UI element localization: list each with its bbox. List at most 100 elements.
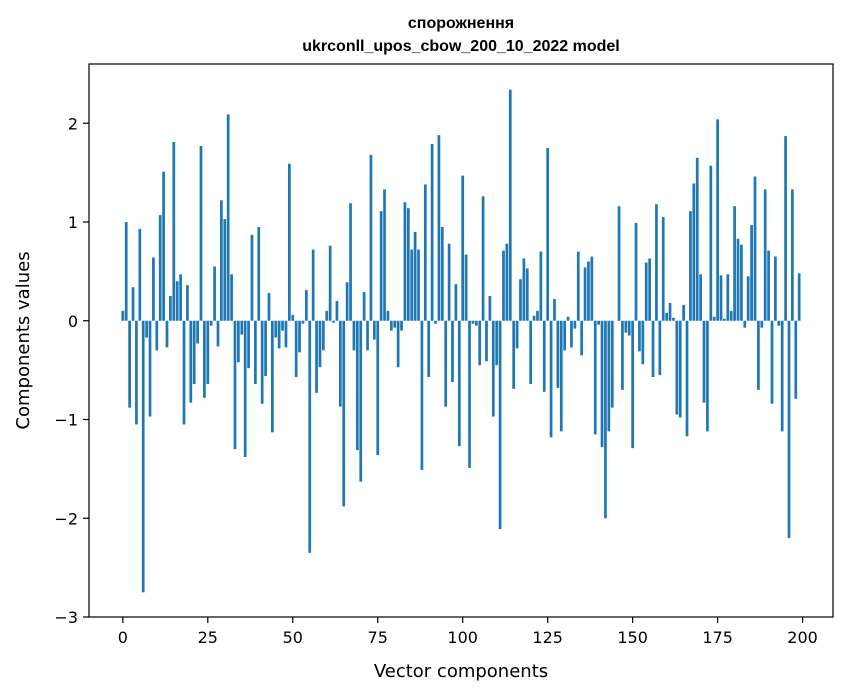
bar [787,320,791,538]
bar [298,320,301,353]
plot-frame [88,63,834,618]
bar [417,249,420,321]
bar [366,320,369,351]
bar [478,320,482,366]
x-axis-label: Vector components [374,661,548,682]
bar [631,320,634,449]
bar [271,320,274,433]
bar [508,89,512,321]
y-tick-label: −2 [54,509,78,528]
bar [505,243,509,321]
bar [379,211,383,321]
bar [124,222,128,321]
bar [345,282,349,321]
bar [593,320,597,435]
y-tick-label: 1 [68,213,78,232]
bar [559,320,563,432]
bar [158,215,162,321]
bar [325,310,329,321]
bar [763,189,767,321]
bar [600,320,604,448]
bar [753,176,757,321]
bar [430,143,434,321]
bar [774,256,777,321]
bar [141,320,145,593]
bar [461,175,465,321]
bar [233,320,237,450]
y-tick-label: 0 [68,312,78,331]
bar [746,276,750,321]
bar [400,320,403,331]
bar [672,317,675,321]
bar [372,320,376,340]
bar [213,266,216,321]
bar [318,320,322,368]
bar [413,231,417,321]
bar [376,320,380,456]
bar [148,320,152,417]
bar [519,279,522,321]
bar [182,320,186,425]
x-tick-label: 150 [617,628,648,647]
bar [750,224,753,321]
bar [301,320,305,324]
bar [237,320,240,363]
bar [573,320,577,329]
bar [420,320,424,470]
y-axis-label: Components values [13,251,34,429]
bar [355,320,359,451]
bar [406,208,410,321]
bar [719,275,723,321]
bar [709,165,713,321]
bar [267,293,271,321]
bar [563,320,567,351]
bar [570,320,573,348]
bar [131,287,135,321]
bar [777,320,781,326]
x-tick-label: 175 [702,628,733,647]
bar [498,320,502,530]
chart-subtitle: ukrconll_upos_cbow_200_10_2022 model [302,38,619,55]
bar [784,136,787,321]
x-tick-label: 50 [283,628,303,647]
bar [369,154,373,321]
bar [525,268,529,321]
bar [617,206,621,321]
bar [243,320,247,458]
bar [576,251,580,321]
bar [597,320,601,325]
bar [304,290,308,321]
bar [491,320,495,417]
bar [121,310,125,321]
bar [240,320,244,335]
bar [712,316,716,321]
bar [328,245,332,321]
bar [536,310,539,321]
bar [226,114,230,321]
bar [658,320,662,376]
bar [175,281,179,321]
bar [488,296,492,321]
bar [447,243,451,321]
x-tick-label: 125 [532,628,563,647]
bar [454,284,458,321]
bar [169,296,172,321]
bar [566,316,570,321]
bar [451,320,454,382]
bar [423,184,427,321]
bar [583,267,587,321]
bar [162,171,165,321]
bar [362,292,366,321]
bar [539,251,543,321]
bar [634,222,638,321]
bar [590,256,594,321]
bar [434,320,437,324]
y-tick-label: −1 [54,411,78,430]
bar [172,142,176,321]
bar [665,312,668,321]
chart-title: спорожнення [408,15,514,32]
bar [332,320,335,323]
bar [457,320,461,447]
bar [587,261,590,321]
